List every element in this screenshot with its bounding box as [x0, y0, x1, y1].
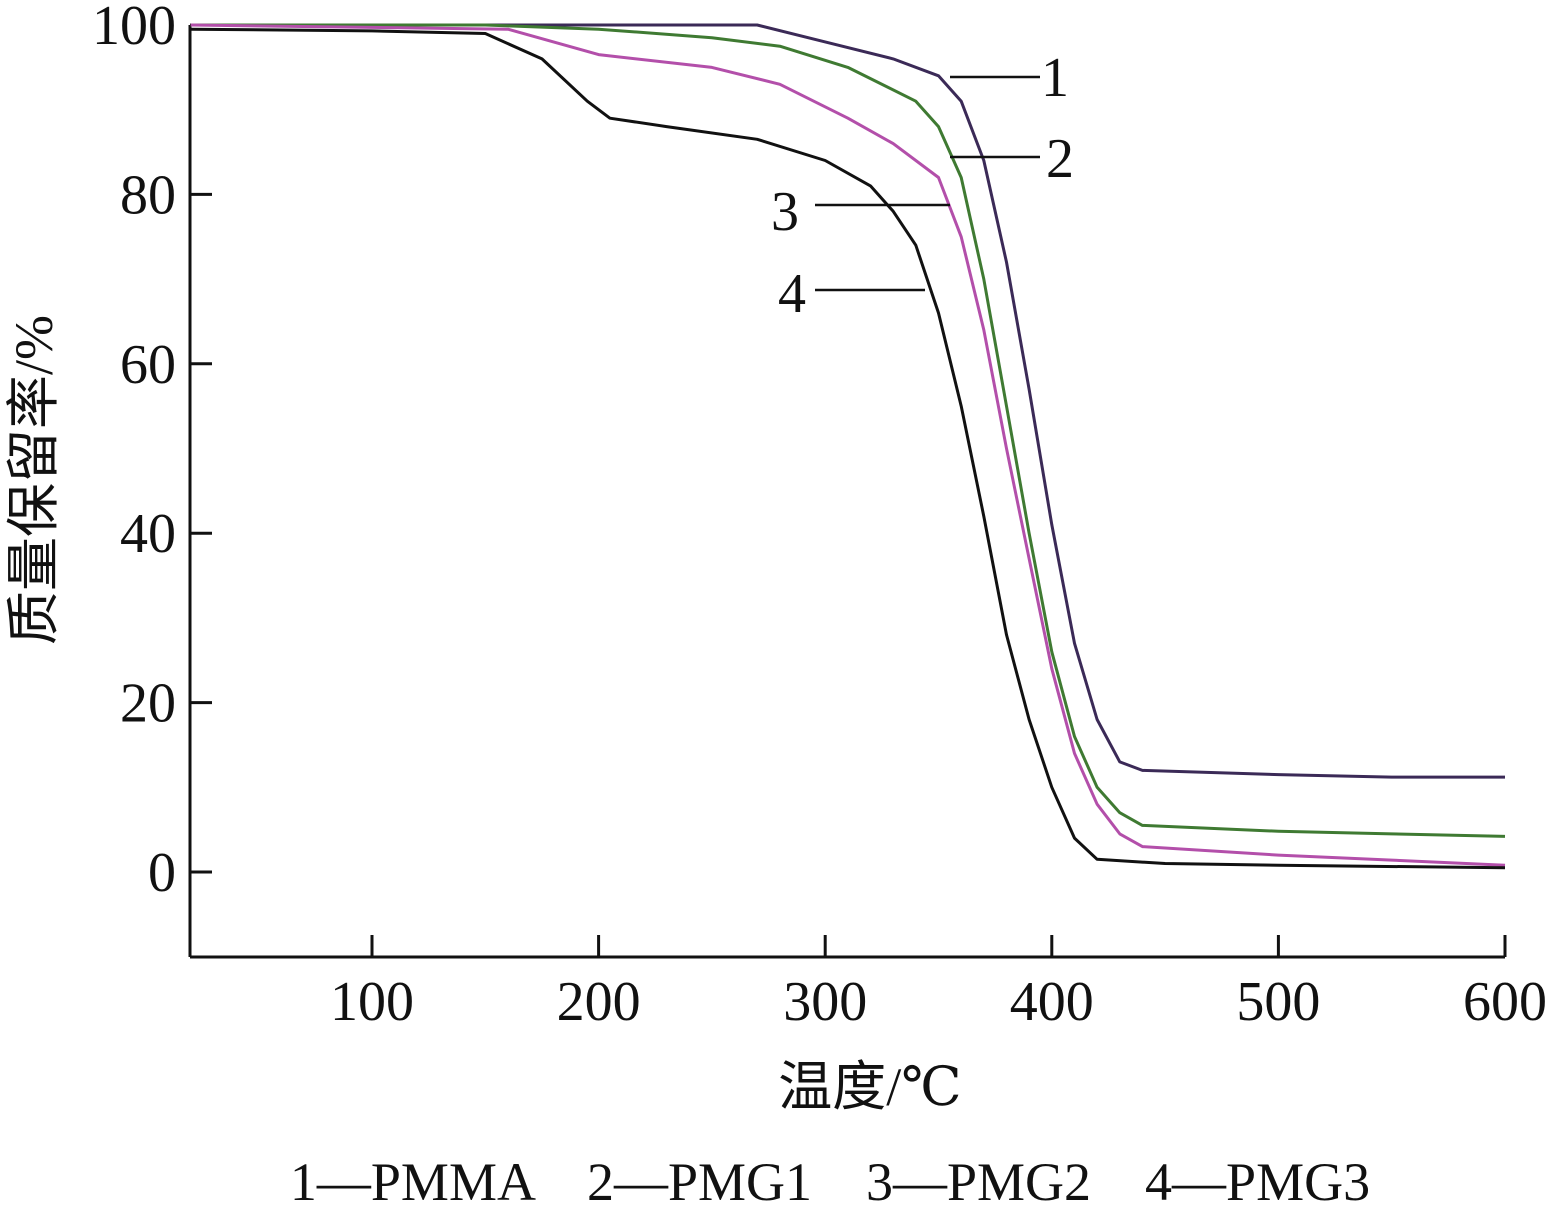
y-tick-label: 40: [120, 503, 176, 565]
series-line-pmg3: [190, 27, 1506, 870]
series-line-pmg1: [190, 23, 1506, 838]
x-tick-label: 100: [330, 971, 414, 1033]
x-axis-title: 温度/℃: [778, 1057, 961, 1117]
curve-labels: 1 2 3 4: [771, 47, 1074, 325]
curve-label-3: 3: [771, 181, 799, 243]
curve-label-2: 2: [1046, 128, 1074, 190]
axes: [188, 25, 1505, 959]
y-tick-label: 80: [120, 164, 176, 226]
series-line-pmg2: [190, 23, 1506, 867]
x-tick-label: 200: [557, 971, 641, 1033]
series: [190, 23, 1506, 870]
legend-caption: 1—PMMA 2—PMG1 3—PMG2 4—PMG3: [290, 1152, 1370, 1203]
y-axis-title: 质量保留率/%: [4, 315, 64, 645]
y-tick-label: 100: [92, 0, 176, 57]
y-tick-label: 20: [120, 673, 176, 735]
curve-label-4: 4: [778, 263, 806, 325]
x-tick-label: 600: [1463, 971, 1547, 1033]
y-tick-label: 0: [148, 842, 176, 904]
x-tick-label: 500: [1236, 971, 1320, 1033]
series-line-pmma: [190, 23, 1505, 779]
y-tick-label: 60: [120, 334, 176, 396]
curve-label-1: 1: [1041, 47, 1069, 109]
x-tick-label: 300: [783, 971, 867, 1033]
x-tick-label: 400: [1010, 971, 1094, 1033]
ticks: 100 200 300 400 500 600 0 20 40 60 80 100: [92, 0, 1547, 1033]
